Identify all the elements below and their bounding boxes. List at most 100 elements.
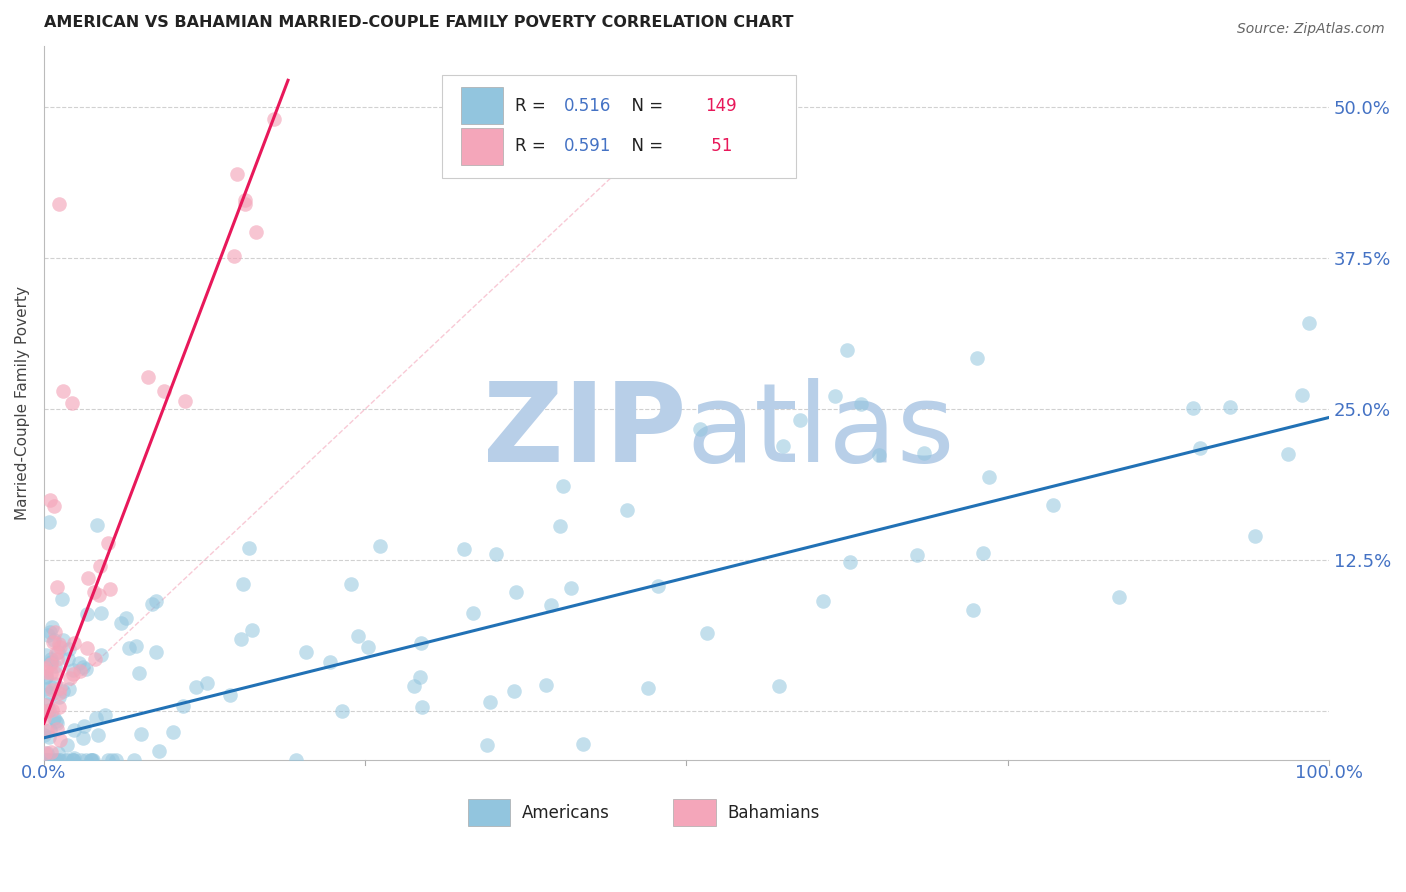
Point (45, 714, 67, 728)
Point (48, 753, 70, 767)
Point (63, 636, 86, 650)
Point (45, 716, 67, 731)
Point (46, 652, 69, 666)
Point (44, 499, 66, 513)
Point (505, 585, 527, 599)
Point (548, 519, 571, 533)
Text: 51: 51 (706, 137, 733, 155)
Point (105, 753, 128, 767)
Point (42, 753, 65, 767)
Point (536, 678, 558, 692)
Point (59, 672, 82, 686)
Point (339, 576, 361, 591)
Point (46, 645, 69, 659)
Point (148, 744, 170, 758)
Point (48, 637, 70, 651)
FancyBboxPatch shape (443, 75, 796, 178)
Point (34, 681, 56, 696)
Point (484, 547, 506, 561)
Point (39, 723, 62, 738)
Point (51, 592, 73, 607)
Point (319, 656, 342, 670)
Point (45, 753, 67, 767)
Point (966, 351, 988, 365)
Point (551, 479, 574, 493)
Point (87, 588, 110, 602)
Point (1181, 401, 1204, 416)
Point (38, 703, 60, 717)
Point (368, 539, 391, 553)
Point (34, 661, 56, 675)
Point (502, 684, 524, 698)
Point (87, 728, 110, 742)
Point (32, 727, 55, 741)
Point (224, 250, 246, 264)
Point (48, 753, 70, 767)
Point (195, 676, 218, 690)
Point (768, 679, 790, 693)
Point (62, 753, 84, 767)
Y-axis label: Married-Couple Family Poverty: Married-Couple Family Poverty (15, 286, 30, 520)
Point (41, 683, 63, 698)
Point (1219, 401, 1241, 415)
Point (70, 753, 93, 767)
Point (38, 686, 60, 700)
Text: Bahamians: Bahamians (727, 804, 820, 822)
Point (835, 343, 858, 357)
Point (411, 700, 433, 714)
Point (39, 655, 62, 669)
Text: AMERICAN VS BAHAMIAN MARRIED-COUPLE FAMILY POVERTY CORRELATION CHART: AMERICAN VS BAHAMIAN MARRIED-COUPLE FAMI… (44, 15, 793, 30)
Point (42, 711, 65, 725)
Point (977, 470, 1000, 484)
Point (145, 594, 167, 608)
Point (45, 753, 67, 767)
Point (39, 625, 62, 640)
Point (475, 739, 498, 753)
Point (84, 710, 107, 724)
Point (34, 753, 56, 767)
Text: Source: ZipAtlas.com: Source: ZipAtlas.com (1237, 22, 1385, 37)
Point (38, 515, 60, 529)
Point (647, 579, 669, 593)
Point (98, 582, 121, 596)
Point (789, 412, 811, 426)
Point (34, 698, 56, 712)
Point (76, 641, 98, 656)
Point (263, 112, 285, 126)
Point (242, 623, 264, 637)
Point (1277, 447, 1299, 461)
Point (1298, 316, 1320, 330)
Point (62, 663, 84, 677)
Point (1291, 387, 1313, 401)
Point (90, 648, 112, 662)
Point (572, 737, 595, 751)
Point (46, 580, 69, 594)
Point (55, 753, 77, 767)
Point (560, 581, 582, 595)
Point (101, 753, 124, 767)
Point (75, 753, 97, 767)
Point (905, 548, 928, 562)
Point (69, 664, 91, 678)
Point (461, 606, 484, 620)
Point (56, 652, 79, 666)
Point (839, 555, 862, 569)
Point (48, 700, 70, 714)
Point (118, 641, 141, 656)
Point (72, 731, 94, 745)
Point (37, 753, 59, 767)
Point (294, 645, 316, 659)
Point (42, 635, 65, 649)
Point (93, 708, 115, 723)
Point (44, 633, 66, 648)
Point (153, 384, 176, 398)
Point (76, 607, 98, 622)
FancyBboxPatch shape (461, 87, 502, 124)
Point (62, 753, 84, 767)
Point (1042, 498, 1064, 512)
Point (772, 439, 794, 453)
Point (58, 642, 80, 657)
Point (41, 619, 63, 633)
Point (184, 680, 207, 694)
Text: 0.516: 0.516 (564, 96, 612, 115)
